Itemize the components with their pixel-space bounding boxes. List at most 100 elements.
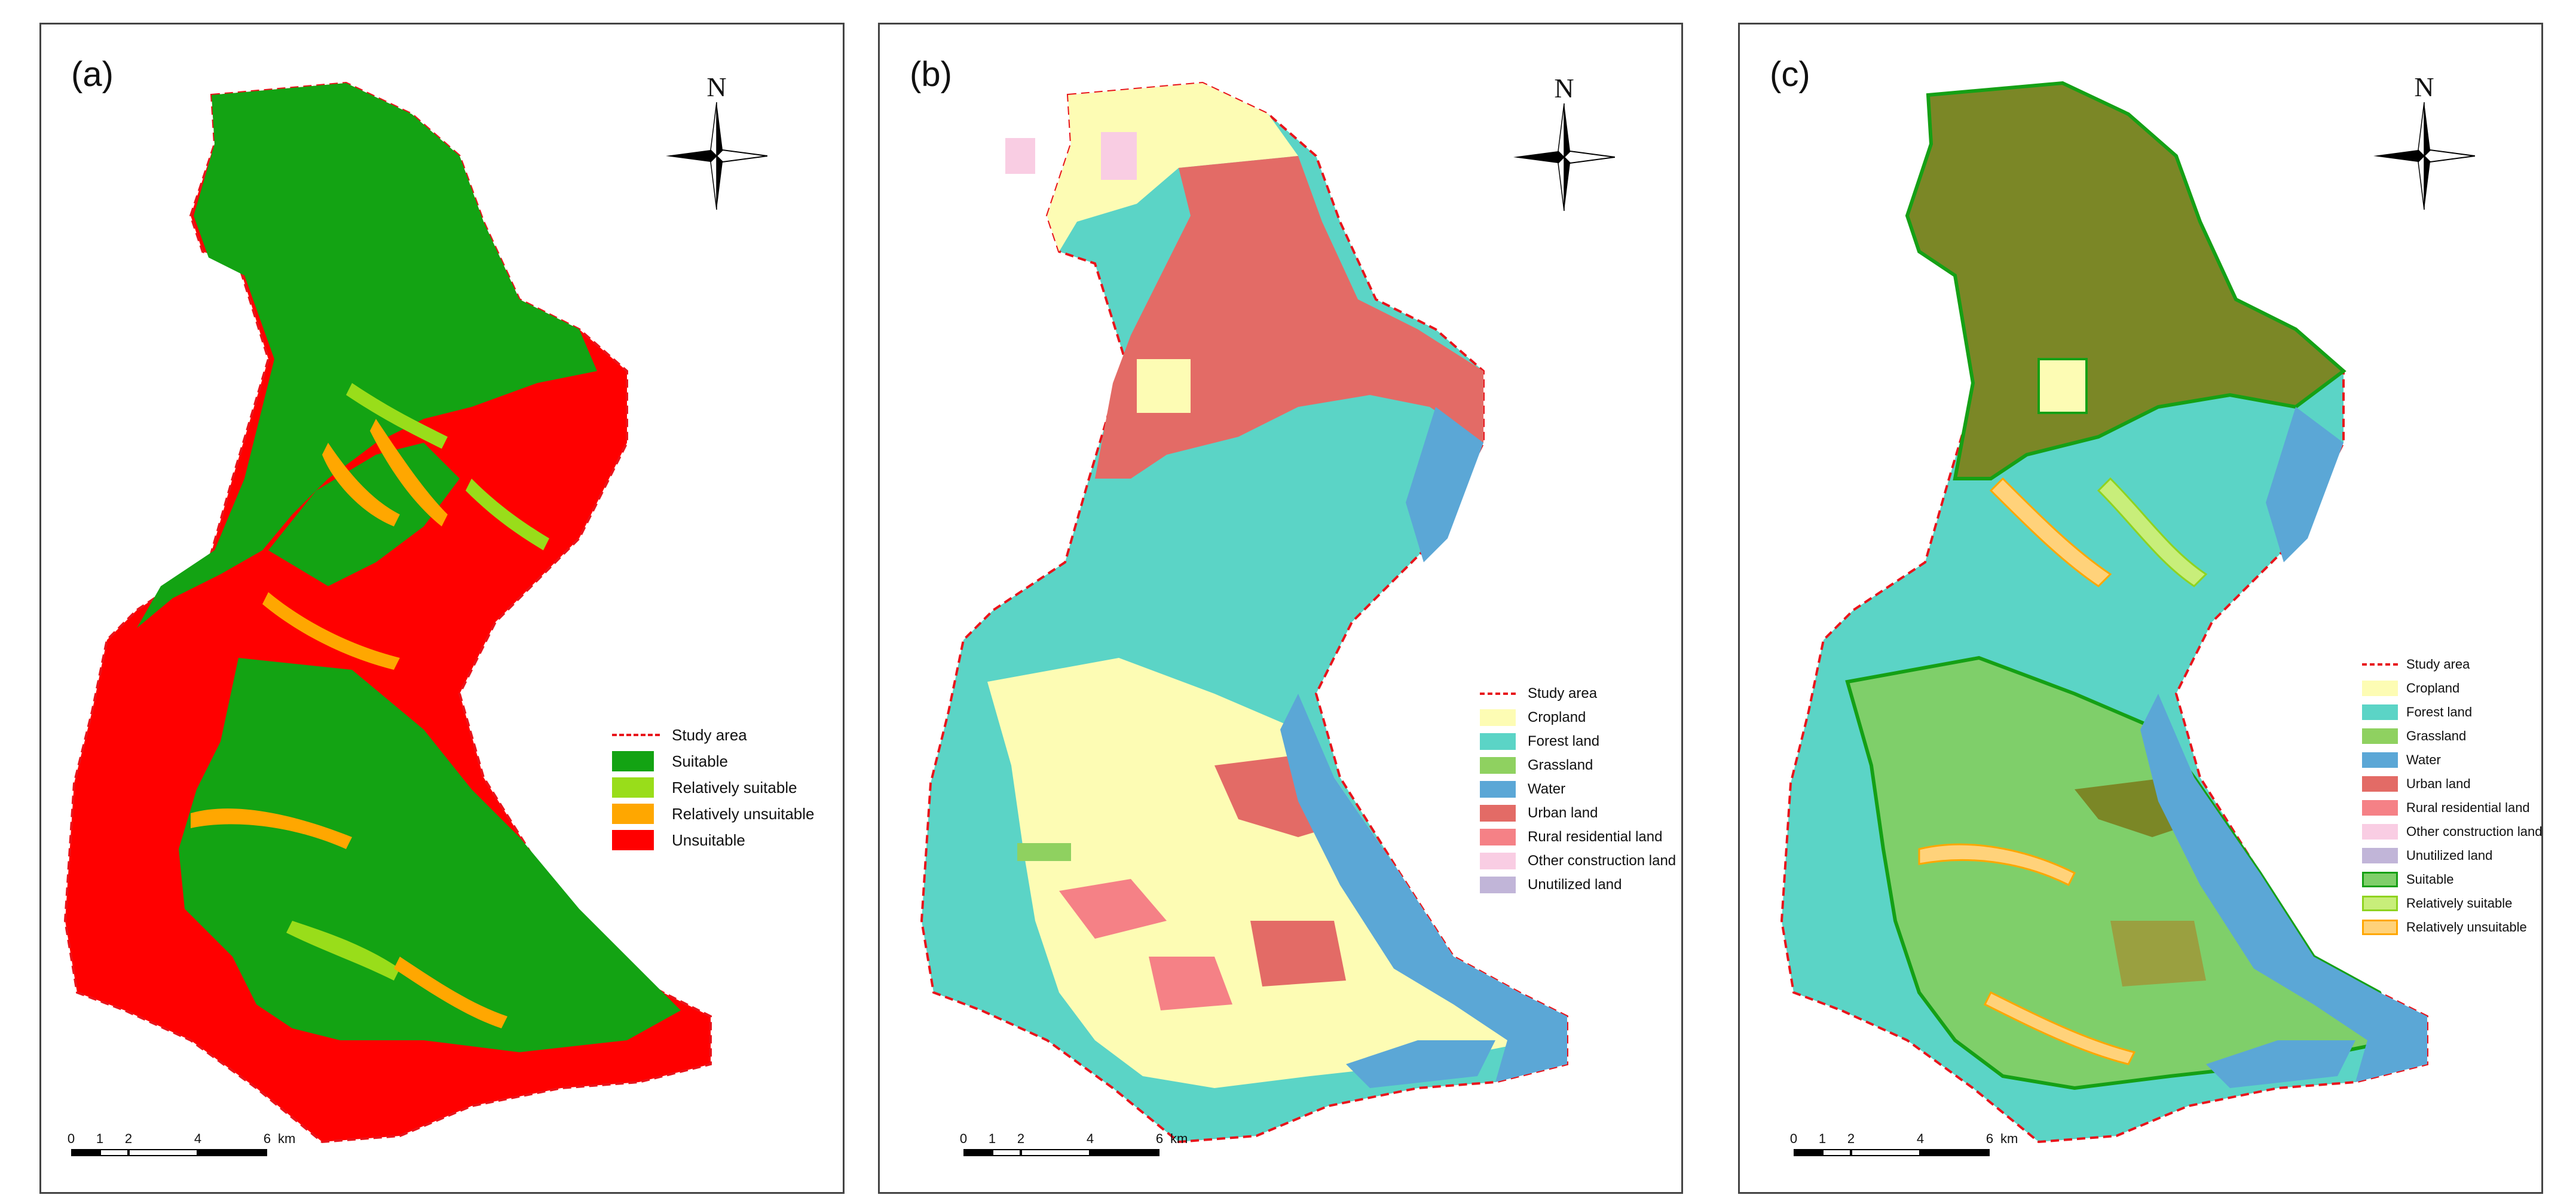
- scale-tick-label: 4: [1086, 1131, 1094, 1146]
- legend-swatch: [1480, 757, 1516, 774]
- suitability-map: [63, 81, 712, 1144]
- legend-label: Other construction land: [2406, 824, 2543, 839]
- legend-swatch: [2362, 752, 2398, 768]
- legend-swatch: [612, 804, 654, 824]
- legend-item-study-area: Study area: [1480, 682, 1676, 706]
- legend-swatch: [2362, 896, 2398, 911]
- scale-segment: [963, 1149, 992, 1156]
- legend-swatch: [1480, 877, 1516, 893]
- legend-swatch: [2362, 872, 2398, 887]
- legend-swatch: [2362, 704, 2398, 720]
- north-letter: N: [2414, 72, 2434, 102]
- legend-item-other-construction-land: Other construction land: [2362, 820, 2543, 844]
- legend-swatch: [612, 830, 654, 850]
- legend-item-relatively-suitable: Relatively suitable: [612, 774, 814, 801]
- north-arrow: N: [666, 71, 767, 215]
- legend-item-other-construction-land: Other construction land: [1480, 849, 1676, 873]
- map-legend: Study area Cropland Forest land Grasslan…: [2362, 652, 2543, 939]
- legend-label: Relatively suitable: [2406, 896, 2513, 911]
- panel-c: (c) N Study area Cropland Forest land Gr…: [1738, 23, 2543, 1194]
- study-area-line-swatch: [2362, 663, 2398, 666]
- legend-item-unsuitable: Unsuitable: [612, 827, 814, 853]
- compass-rose-icon: [2373, 102, 2475, 210]
- north-letter: N: [706, 72, 727, 102]
- scale-segment: [1090, 1149, 1159, 1156]
- scale-segment: [1021, 1149, 1090, 1156]
- scale-segment: [71, 1149, 100, 1156]
- map-legend: Study area Suitable Relatively suitable …: [612, 722, 814, 853]
- legend-label: Rural residential land: [2406, 800, 2530, 815]
- scale-tick-label: 6: [1985, 1131, 1994, 1146]
- scale-tick-label: 4: [194, 1131, 202, 1146]
- panel-a: (a) N Study area Suitable Relatively sui…: [39, 23, 845, 1194]
- legend-item-cropland: Cropland: [2362, 676, 2541, 700]
- scale-tick-label: 0: [67, 1131, 75, 1146]
- legend-swatch: [1480, 733, 1516, 750]
- legend-label: Grassland: [2406, 728, 2467, 743]
- legend-swatch: [2362, 681, 2398, 696]
- legend-swatch: [2362, 800, 2398, 816]
- legend-swatch: [612, 751, 654, 771]
- legend-label: Cropland: [2406, 681, 2460, 696]
- legend-item-water: Water: [2362, 748, 2541, 772]
- legend-label: Study area: [672, 725, 747, 744]
- north-arrow: N: [1513, 72, 1615, 216]
- legend-swatch: [1480, 781, 1516, 798]
- panel-b: (b) N Study area Cropland Forest land Gr…: [878, 23, 1683, 1194]
- legend-swatch: [2362, 920, 2398, 935]
- legend-item-grassland: Grassland: [1480, 753, 1676, 777]
- legend-item-relatively-unsuitable: Relatively unsuitable: [612, 801, 814, 827]
- scale-tick-label: 6: [1155, 1131, 1164, 1146]
- study-area-line-swatch: [1480, 693, 1516, 695]
- scale-segment: [1920, 1149, 1990, 1156]
- scale-unit: km: [278, 1131, 296, 1146]
- legend-label: Suitable: [672, 752, 728, 770]
- scale-tick-label: 2: [124, 1131, 133, 1146]
- legend-label: Urban land: [1528, 805, 1598, 821]
- legend-item-rural-residential-land: Rural residential land: [2362, 796, 2541, 820]
- scale-segment: [129, 1149, 198, 1156]
- legend-swatch: [2362, 848, 2398, 863]
- legend-item-suitable: Suitable: [612, 748, 814, 774]
- scale-tick-label: 1: [1818, 1131, 1827, 1146]
- legend-label: Study area: [1528, 685, 1598, 701]
- legend-swatch: [1480, 853, 1516, 869]
- legend-item-unutilized-land: Unutilized land: [1480, 873, 1676, 897]
- legend-swatch: [2362, 824, 2398, 840]
- legend-label: Study area: [2406, 657, 2470, 672]
- overlay-map: [1780, 81, 2428, 1144]
- compass-rose-icon: [1513, 103, 1615, 211]
- legend-swatch: [612, 777, 654, 798]
- legend-label: Forest land: [1528, 733, 1600, 749]
- scale-tick-label: 4: [1916, 1131, 1925, 1146]
- legend-item-study-area: Study area: [2362, 652, 2541, 676]
- legend-item-urban-land: Urban land: [2362, 772, 2541, 796]
- legend-label: Water: [2406, 752, 2441, 767]
- legend-item-water: Water: [1480, 777, 1676, 801]
- legend-label: Forest land: [2406, 704, 2473, 719]
- legend-label: Relatively suitable: [672, 778, 797, 796]
- scale-bar: 0 1 2 4 6 km: [65, 1131, 316, 1179]
- legend-swatch: [1480, 829, 1516, 845]
- scale-tick-label: 6: [263, 1131, 271, 1146]
- legend-item-urban-land: Urban land: [1480, 801, 1676, 825]
- legend-swatch: [2362, 776, 2398, 792]
- scale-segment: [198, 1149, 267, 1156]
- land-use-map: [920, 81, 1568, 1144]
- legend-label: Relatively unsuitable: [672, 804, 815, 823]
- legend-label: Cropland: [1528, 709, 1586, 725]
- scale-segment: [1794, 1149, 1822, 1156]
- north-arrow: N: [2373, 71, 2475, 215]
- scale-segment: [1851, 1149, 1920, 1156]
- legend-label: Water: [1528, 781, 1566, 797]
- legend-label: Unutilized land: [1528, 877, 1622, 893]
- legend-swatch: [2362, 728, 2398, 744]
- legend-item-cropland: Cropland: [1480, 706, 1676, 730]
- legend-item-suitable: Suitable: [2362, 868, 2541, 891]
- scale-segment: [1822, 1149, 1851, 1156]
- legend-label: Unsuitable: [672, 831, 745, 849]
- legend-label: Unutilized land: [2406, 848, 2493, 863]
- scale-bar: 0 1 2 4 6 km: [1788, 1131, 2039, 1179]
- legend-label: Urban land: [2406, 776, 2471, 791]
- legend-item-rural-residential-land: Rural residential land: [1480, 825, 1676, 849]
